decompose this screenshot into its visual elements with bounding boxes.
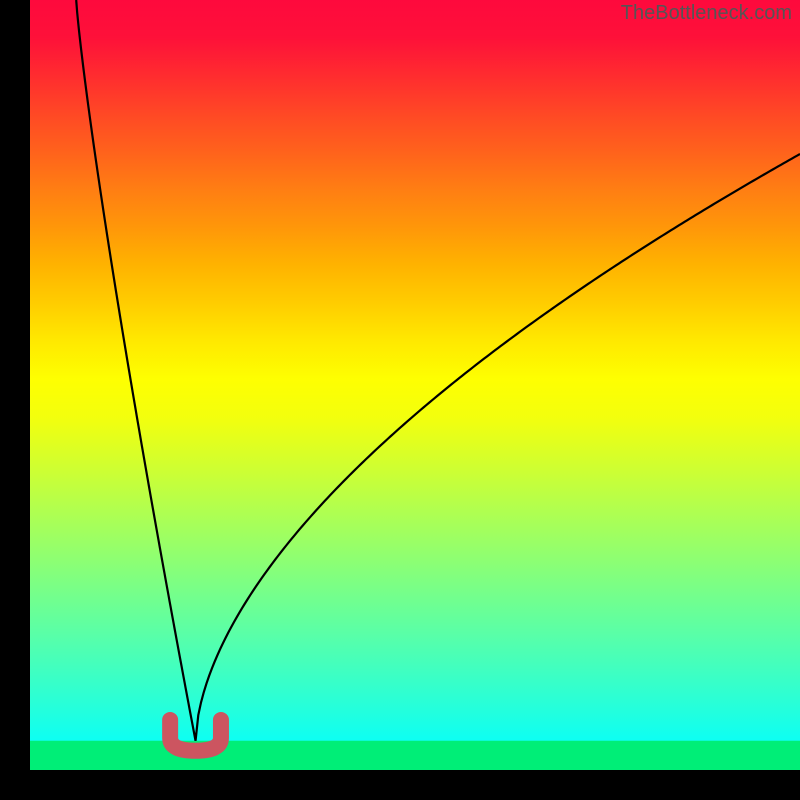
chart-container: TheBottleneck.com: [0, 0, 800, 800]
plot-area: [30, 0, 800, 770]
watermark-text: TheBottleneck.com: [621, 2, 792, 25]
chart-svg: [30, 0, 800, 770]
